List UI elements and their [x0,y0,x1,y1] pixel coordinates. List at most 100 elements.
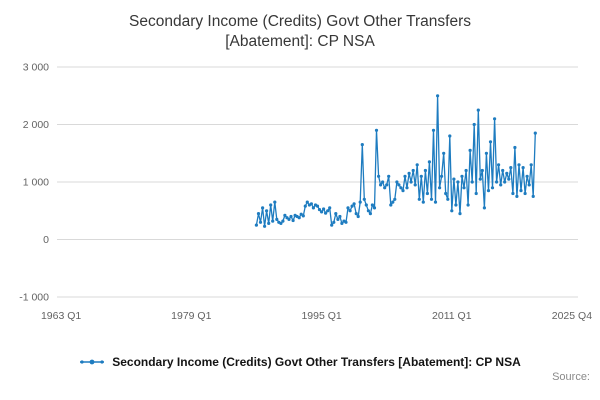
data-point [407,171,411,175]
data-point [431,128,436,132]
data-point [275,217,279,221]
data-point [263,224,267,228]
data-point [421,200,425,204]
data-point [521,165,525,170]
data-point [488,140,493,144]
data-point [517,163,521,167]
line-chart[interactable]: -1 000 0 1 000 2 000 3 000 1963 Q1 1979 Q1 1995… [0,53,600,345]
data-point [305,200,309,204]
data-point [320,210,324,214]
data-point [317,207,322,212]
y-tick-label: -1 000 [19,291,49,303]
data-series[interactable] [254,94,537,228]
data-point [456,180,460,184]
data-point [444,191,448,196]
chart-title-line2: [Abatement]: CP NSA [225,33,375,51]
source-label: Source: [552,370,590,383]
series-marker-icon [80,359,105,365]
data-point [405,186,409,190]
data-point [533,131,537,135]
y-tick-label: 1 000 [23,176,49,188]
data-point [462,186,466,190]
data-point [452,177,456,181]
data-point [464,168,468,173]
x-tick-label: 2025 Q4 [552,310,592,322]
data-point [379,183,383,187]
data-point [419,174,423,178]
data-point [377,174,381,178]
data-point [454,203,458,207]
data-point [423,168,427,173]
legend[interactable]: Secondary Income (Credits) Govt Other Tr… [0,355,600,369]
data-point [364,203,368,207]
data-point [340,221,344,225]
data-point [344,220,348,224]
data-point [515,194,519,198]
data-point [490,186,495,190]
data-point [466,203,470,207]
data-point [495,180,499,184]
chart-title: Secondary Income (Credits) Govt Other Tr… [0,0,600,53]
data-point [497,163,501,167]
data-point [291,218,295,223]
data-point [309,202,313,206]
data-point [401,188,405,193]
data-point [356,214,360,219]
data-point [429,197,434,201]
data-point [427,160,431,164]
y-tick-label: 3 000 [23,61,49,73]
data-point [372,206,377,210]
data-point [425,191,429,196]
data-point [332,220,336,224]
data-point [460,174,464,178]
data-point [283,213,287,217]
data-point [505,171,509,175]
data-point [393,197,397,201]
data-point [352,202,356,206]
data-point [256,211,261,216]
y-tick-label: 0 [43,234,49,246]
data-point [531,194,535,198]
data-point [468,148,472,152]
data-point [450,209,454,213]
data-point [385,183,389,187]
legend-label: Secondary Income (Credits) Govt Other Tr… [112,354,521,369]
data-point [269,203,273,207]
data-point [258,220,263,224]
data-point [438,186,442,190]
x-axis-tick-labels: 1963 Q1 1979 Q1 1995 Q1 2011 Q1 2025 Q4 [41,310,592,322]
data-point [383,186,387,190]
data-point [287,217,291,221]
data-point [458,211,462,216]
data-point [279,221,283,225]
data-point [448,134,452,138]
data-point [403,174,407,178]
data-point [324,211,328,215]
data-point [482,206,486,210]
data-point [358,200,362,204]
x-tick-label: 1963 Q1 [41,310,81,322]
x-tick-label: 1995 Q1 [301,310,341,322]
data-point [503,180,507,184]
data-point [303,204,307,208]
data-point [261,206,265,210]
data-point [315,204,320,208]
data-point [326,209,330,213]
data-point [486,188,491,193]
data-point [470,180,474,184]
data-point [273,200,277,204]
data-point [480,168,484,173]
data-point [354,211,358,216]
data-point [265,209,269,213]
data-point [411,168,415,173]
data-point [499,183,503,187]
data-point [350,204,354,208]
data-point [525,174,529,178]
data-point [527,183,531,187]
gridlines [57,66,578,298]
y-tick-label: 2 000 [23,119,49,131]
data-point [415,163,419,167]
chart-title-line1: Secondary Income (Credits) Govt Other Tr… [129,13,471,30]
y-axis-tick-labels: -1 000 0 1 000 2 000 3 000 [19,61,49,303]
